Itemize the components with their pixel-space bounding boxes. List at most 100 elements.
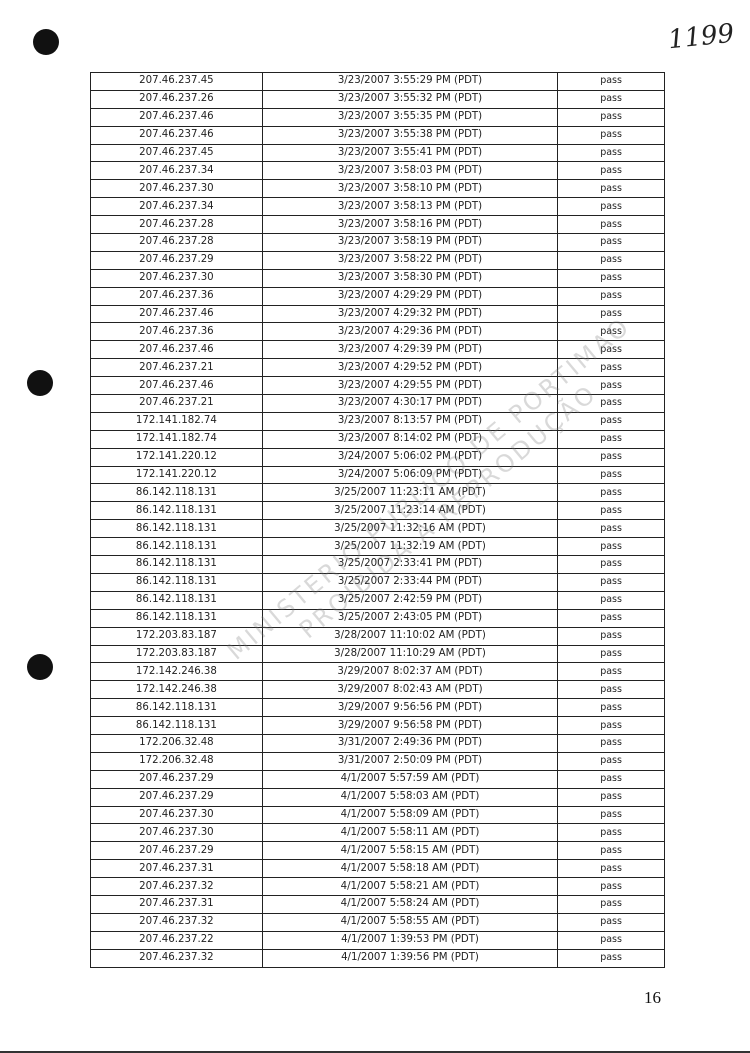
table-row: 207.46.237.32 4/1/2007 5:58:55 AM (PDT) pa… bbox=[90, 912, 665, 932]
timestamp-cell: 3/25/2007 2:33:41 PM (PDT) bbox=[261, 555, 559, 574]
status-cell: pass bbox=[557, 107, 665, 127]
ip-address-cell: 207.46.237.46 bbox=[90, 125, 263, 145]
table-row: 207.46.237.31 4/1/2007 5:58:24 AM (PDT) pa… bbox=[90, 894, 665, 914]
ip-address-cell: 207.46.237.34 bbox=[90, 161, 263, 181]
timestamp-cell: 3/29/2007 9:56:56 PM (PDT) bbox=[261, 698, 559, 718]
timestamp-cell: 4/1/2007 5:58:11 AM (PDT) bbox=[261, 823, 559, 843]
status-cell: pass bbox=[557, 501, 665, 521]
ip-address-cell: 207.46.237.32 bbox=[90, 948, 263, 968]
table-row: 86.142.118.131 3/25/2007 2:42:59 PM (PDT)… bbox=[90, 590, 665, 610]
ip-address-cell: 86.142.118.131 bbox=[90, 572, 263, 592]
status-cell: pass bbox=[557, 215, 665, 235]
timestamp-cell: 3/31/2007 2:49:36 PM (PDT) bbox=[261, 733, 559, 753]
ip-address-cell: 207.46.237.22 bbox=[90, 930, 263, 950]
timestamp-cell: 4/1/2007 5:58:15 AM (PDT) bbox=[261, 841, 559, 861]
table-row: 207.46.237.28 3/23/2007 3:58:16 PM (PDT) p… bbox=[90, 215, 665, 235]
ip-address-cell: 172.203.83.187 bbox=[90, 626, 263, 646]
table-row: 207.46.237.36 3/23/2007 4:29:36 PM (PDT) p… bbox=[90, 322, 665, 342]
ip-address-cell: 207.46.237.30 bbox=[90, 805, 263, 825]
table-row: 207.46.237.46 3/23/2007 4:29:39 PM (PDT) p… bbox=[90, 340, 665, 360]
ip-address-cell: 86.142.118.131 bbox=[90, 501, 263, 521]
status-cell: pass bbox=[557, 519, 665, 539]
ip-address-cell: 207.46.237.36 bbox=[90, 286, 263, 306]
ip-address-cell: 207.46.237.28 bbox=[90, 233, 263, 252]
handwritten-page-number: 1199 bbox=[666, 18, 736, 56]
ip-address-cell: 172.141.182.74 bbox=[90, 429, 263, 449]
timestamp-cell: 4/1/2007 5:58:09 AM (PDT) bbox=[261, 805, 559, 825]
status-cell: pass bbox=[557, 769, 665, 789]
table-row: 207.46.237.46 3/23/2007 3:55:38 PM (PDT) p… bbox=[90, 125, 665, 145]
table-row: 207.46.237.31 4/1/2007 5:58:18 AM (PDT) pa… bbox=[90, 859, 665, 879]
status-cell: pass bbox=[557, 268, 665, 288]
timestamp-cell: 3/23/2007 4:29:39 PM (PDT) bbox=[261, 340, 559, 360]
ip-address-cell: 207.46.237.36 bbox=[90, 322, 263, 342]
timestamp-cell: 3/23/2007 3:55:38 PM (PDT) bbox=[261, 125, 559, 145]
status-cell: pass bbox=[557, 89, 665, 109]
table-row: 207.46.237.29 4/1/2007 5:58:03 AM (PDT) pa… bbox=[90, 787, 665, 807]
timestamp-cell: 3/24/2007 5:06:02 PM (PDT) bbox=[261, 447, 559, 467]
ip-address-cell: 207.46.237.45 bbox=[90, 143, 263, 163]
timestamp-cell: 3/25/2007 11:23:11 AM (PDT) bbox=[261, 483, 559, 503]
timestamp-cell: 3/23/2007 4:30:17 PM (PDT) bbox=[261, 394, 559, 413]
status-cell: pass bbox=[557, 340, 665, 360]
table-row: 207.46.237.46 3/23/2007 3:55:35 PM (PDT) p… bbox=[90, 107, 665, 127]
status-cell: pass bbox=[557, 179, 665, 199]
punch-hole bbox=[27, 654, 53, 680]
punch-hole bbox=[33, 29, 59, 55]
ip-address-cell: 207.46.237.46 bbox=[90, 107, 263, 127]
ip-address-cell: 207.46.237.32 bbox=[90, 912, 263, 932]
table-row: 86.142.118.131 3/25/2007 2:33:41 PM (PDT)… bbox=[90, 555, 665, 574]
status-cell: pass bbox=[557, 72, 665, 91]
status-cell: pass bbox=[557, 572, 665, 592]
table-row: 207.46.237.34 3/23/2007 3:58:03 PM (PDT) p… bbox=[90, 161, 665, 181]
status-cell: pass bbox=[557, 894, 665, 914]
timestamp-cell: 3/23/2007 4:29:29 PM (PDT) bbox=[261, 286, 559, 306]
table-row: 86.142.118.131 3/29/2007 9:56:56 PM (PDT)… bbox=[90, 698, 665, 718]
status-cell: pass bbox=[557, 877, 665, 896]
timestamp-cell: 3/23/2007 3:58:16 PM (PDT) bbox=[261, 215, 559, 235]
status-cell: pass bbox=[557, 859, 665, 879]
ip-address-cell: 207.46.237.21 bbox=[90, 358, 263, 378]
ip-address-cell: 172.206.32.48 bbox=[90, 733, 263, 753]
timestamp-cell: 3/29/2007 9:56:58 PM (PDT) bbox=[261, 716, 559, 735]
ip-address-cell: 207.46.237.26 bbox=[90, 89, 263, 109]
ip-address-cell: 86.142.118.131 bbox=[90, 537, 263, 557]
timestamp-cell: 3/23/2007 3:58:03 PM (PDT) bbox=[261, 161, 559, 181]
table-row: 86.142.118.131 3/25/2007 2:43:05 PM (PDT)… bbox=[90, 608, 665, 628]
table-row: 207.46.237.36 3/23/2007 4:29:29 PM (PDT) p… bbox=[90, 286, 665, 306]
status-cell: pass bbox=[557, 930, 665, 950]
ip-address-cell: 207.46.237.31 bbox=[90, 859, 263, 879]
status-cell: pass bbox=[557, 841, 665, 861]
table-row: 172.142.246.38 3/29/2007 8:02:37 AM (PDT)… bbox=[90, 662, 665, 682]
timestamp-cell: 3/25/2007 11:23:14 AM (PDT) bbox=[261, 501, 559, 521]
table-row: 172.141.182.74 3/23/2007 8:13:57 PM (PDT)… bbox=[90, 411, 665, 431]
timestamp-cell: 3/23/2007 4:29:55 PM (PDT) bbox=[261, 376, 559, 396]
ip-address-cell: 207.46.237.31 bbox=[90, 894, 263, 914]
ip-address-cell: 172.142.246.38 bbox=[90, 662, 263, 682]
status-cell: pass bbox=[557, 125, 665, 145]
status-cell: pass bbox=[557, 787, 665, 807]
table-row: 207.46.237.22 4/1/2007 1:39:53 PM (PDT) pa… bbox=[90, 930, 665, 950]
ip-address-cell: 207.46.237.29 bbox=[90, 841, 263, 861]
ip-address-cell: 207.46.237.29 bbox=[90, 250, 263, 270]
status-cell: pass bbox=[557, 662, 665, 682]
table-row: 207.46.237.29 3/23/2007 3:58:22 PM (PDT) p… bbox=[90, 250, 665, 270]
table-row: 207.46.237.46 3/23/2007 4:29:55 PM (PDT) p… bbox=[90, 376, 665, 396]
timestamp-cell: 3/28/2007 11:10:02 AM (PDT) bbox=[261, 626, 559, 646]
timestamp-cell: 3/28/2007 11:10:29 AM (PDT) bbox=[261, 644, 559, 664]
ip-address-cell: 207.46.237.46 bbox=[90, 376, 263, 396]
ip-address-cell: 207.46.237.46 bbox=[90, 340, 263, 360]
status-cell: pass bbox=[557, 250, 665, 270]
table-row: 207.46.237.30 3/23/2007 3:58:30 PM (PDT) p… bbox=[90, 268, 665, 288]
table-row: 207.46.237.45 3/23/2007 3:55:41 PM (PDT) p… bbox=[90, 143, 665, 163]
status-cell: pass bbox=[557, 376, 665, 396]
page-edge bbox=[0, 1051, 750, 1053]
table-row: 207.46.237.45 3/23/2007 3:55:29 PM (PDT) p… bbox=[90, 72, 665, 91]
timestamp-cell: 4/1/2007 5:58:55 AM (PDT) bbox=[261, 912, 559, 932]
ip-address-cell: 172.141.220.12 bbox=[90, 447, 263, 467]
timestamp-cell: 3/23/2007 4:29:52 PM (PDT) bbox=[261, 358, 559, 378]
ip-address-cell: 172.206.32.48 bbox=[90, 751, 263, 771]
timestamp-cell: 3/24/2007 5:06:09 PM (PDT) bbox=[261, 465, 559, 485]
table-row: 86.142.118.131 3/25/2007 11:23:11 AM (PDT… bbox=[90, 483, 665, 503]
timestamp-cell: 3/25/2007 2:33:44 PM (PDT) bbox=[261, 572, 559, 592]
